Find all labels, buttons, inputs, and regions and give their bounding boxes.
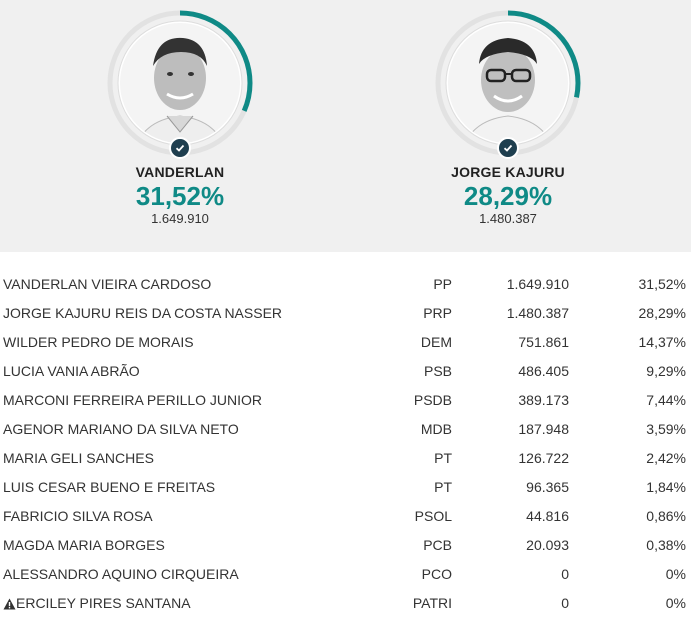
votes: 187.948 [518,421,569,437]
votes: 96.365 [526,479,569,495]
percent: 28,29% [638,305,686,321]
leader-name: VANDERLAN [135,164,225,180]
votes: 0 [561,595,569,611]
candidate-photo [448,23,568,143]
votes: 1.480.387 [506,305,569,321]
table-row: FABRICIO SILVA ROSA PSOL 44.816 0,86% [0,502,691,531]
leader-percent: 31,52% [135,181,225,211]
candidate-name: MARIA GELI SANCHES [3,450,154,466]
table-row: MARIA GELI SANCHES PT 126.722 2,42% [0,444,691,473]
table-row: LUCIA VANIA ABRÃO PSB 486.405 9,29% [0,357,691,386]
party: PRP [423,305,452,321]
table-row: VANDERLAN VIEIRA CARDOSO PP 1.649.910 31… [0,270,691,299]
leader-percent: 28,29% [463,181,553,211]
party: PATRI [412,595,452,611]
party: PP [433,276,452,292]
percent: 0,86% [646,508,686,524]
party: MDB [420,421,452,437]
leaders-panel: VANDERLAN 31,52% 1.649.910 [0,0,691,252]
check-icon [497,137,519,159]
percent: 7,44% [646,392,686,408]
percent: 14,37% [638,334,686,350]
candidate-name: ERCILEY PIRES SANTANA [16,595,191,611]
votes: 20.093 [526,537,569,553]
warning-icon [3,598,16,610]
percent: 0,38% [646,537,686,553]
leader-votes: 1.480.387 [479,211,537,226]
party: DEM [420,334,452,350]
party: PT [434,479,452,495]
leader-card-2: JORGE KAJURU 28,29% 1.480.387 [418,8,598,226]
candidate-name: LUCIA VANIA ABRÃO [3,363,140,379]
candidate-name: ALESSANDRO AQUINO CIRQUEIRA [3,566,239,582]
candidate-name: FABRICIO SILVA ROSA [3,508,153,524]
table-row: JORGE KAJURU REIS DA COSTA NASSER PRP 1.… [0,299,691,328]
percent: 0% [665,595,686,611]
table-row: MAGDA MARIA BORGES PCB 20.093 0,38% [0,531,691,560]
leader-card-1: VANDERLAN 31,52% 1.649.910 [90,8,270,226]
votes: 44.816 [526,508,569,524]
votes: 751.861 [518,334,569,350]
votes: 1.649.910 [506,276,569,292]
candidate-name-cell: ERCILEY PIRES SANTANA [3,589,191,618]
table-row: MARCONI FERREIRA PERILLO JUNIOR PSDB 389… [0,386,691,415]
table-row: ERCILEY PIRES SANTANA PATRI 0 0% [0,589,691,618]
candidate-name: MAGDA MARIA BORGES [3,537,165,553]
table-row: ALESSANDRO AQUINO CIRQUEIRA PCO 0 0% [0,560,691,589]
party: PT [434,450,452,466]
candidate-name: AGENOR MARIANO DA SILVA NETO [3,421,239,437]
leader-avatar [105,8,255,159]
leader-votes: 1.649.910 [151,211,209,226]
results-table: VANDERLAN VIEIRA CARDOSO PP 1.649.910 31… [0,270,691,618]
party: PCB [423,537,452,553]
table-row: AGENOR MARIANO DA SILVA NETO MDB 187.948… [0,415,691,444]
votes: 389.173 [518,392,569,408]
check-icon [169,137,191,159]
party: PSOL [414,508,452,524]
party: PCO [421,566,452,582]
party: PSB [423,363,452,379]
percent: 0% [665,566,686,582]
table-row: WILDER PEDRO DE MORAIS DEM 751.861 14,37… [0,328,691,357]
candidate-photo [120,23,240,143]
leader-avatar [433,8,583,159]
percent: 31,52% [638,276,686,292]
percent: 2,42% [646,450,686,466]
table-row: LUIS CESAR BUENO E FREITAS PT 96.365 1,8… [0,473,691,502]
votes: 0 [561,566,569,582]
votes: 486.405 [518,363,569,379]
percent: 3,59% [646,421,686,437]
leader-name: JORGE KAJURU [451,164,565,180]
percent: 9,29% [646,363,686,379]
party: PSDB [413,392,452,408]
candidate-name: MARCONI FERREIRA PERILLO JUNIOR [3,392,263,408]
percent: 1,84% [646,479,686,495]
candidate-name: VANDERLAN VIEIRA CARDOSO [3,276,212,292]
candidate-name: WILDER PEDRO DE MORAIS [3,334,194,350]
candidate-name: JORGE KAJURU REIS DA COSTA NASSER [3,305,283,321]
votes: 126.722 [518,450,569,466]
candidate-name: LUIS CESAR BUENO E FREITAS [3,479,216,495]
